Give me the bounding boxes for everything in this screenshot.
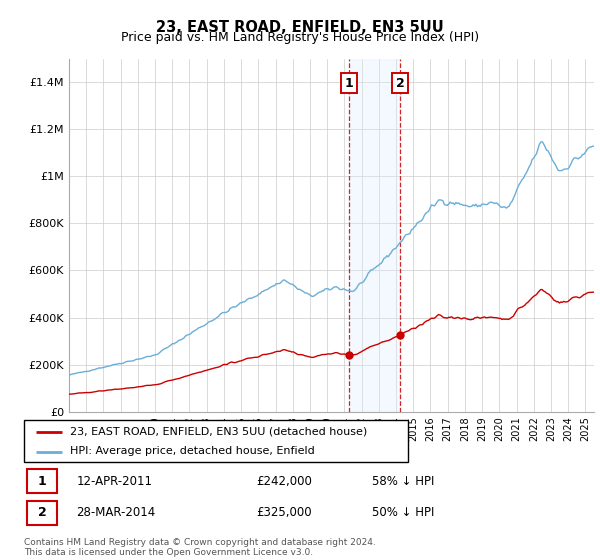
Text: 1: 1 — [38, 474, 46, 488]
FancyBboxPatch shape — [27, 469, 57, 493]
Text: 2: 2 — [395, 77, 404, 90]
Text: £242,000: £242,000 — [256, 474, 312, 488]
Text: 1: 1 — [344, 77, 353, 90]
Text: 12-APR-2011: 12-APR-2011 — [76, 474, 152, 488]
Text: 2: 2 — [38, 506, 46, 520]
Text: 50% ↓ HPI: 50% ↓ HPI — [372, 506, 434, 520]
Text: 58% ↓ HPI: 58% ↓ HPI — [372, 474, 434, 488]
Text: 28-MAR-2014: 28-MAR-2014 — [76, 506, 155, 520]
Text: Contains HM Land Registry data © Crown copyright and database right 2024.
This d: Contains HM Land Registry data © Crown c… — [24, 538, 376, 557]
Text: HPI: Average price, detached house, Enfield: HPI: Average price, detached house, Enfi… — [70, 446, 315, 456]
FancyBboxPatch shape — [27, 501, 57, 525]
Bar — [349, 59, 400, 412]
Text: £325,000: £325,000 — [256, 506, 311, 520]
Text: 23, EAST ROAD, ENFIELD, EN3 5UU (detached house): 23, EAST ROAD, ENFIELD, EN3 5UU (detache… — [70, 427, 367, 437]
Text: 23, EAST ROAD, ENFIELD, EN3 5UU: 23, EAST ROAD, ENFIELD, EN3 5UU — [156, 20, 444, 35]
Text: Price paid vs. HM Land Registry's House Price Index (HPI): Price paid vs. HM Land Registry's House … — [121, 31, 479, 44]
